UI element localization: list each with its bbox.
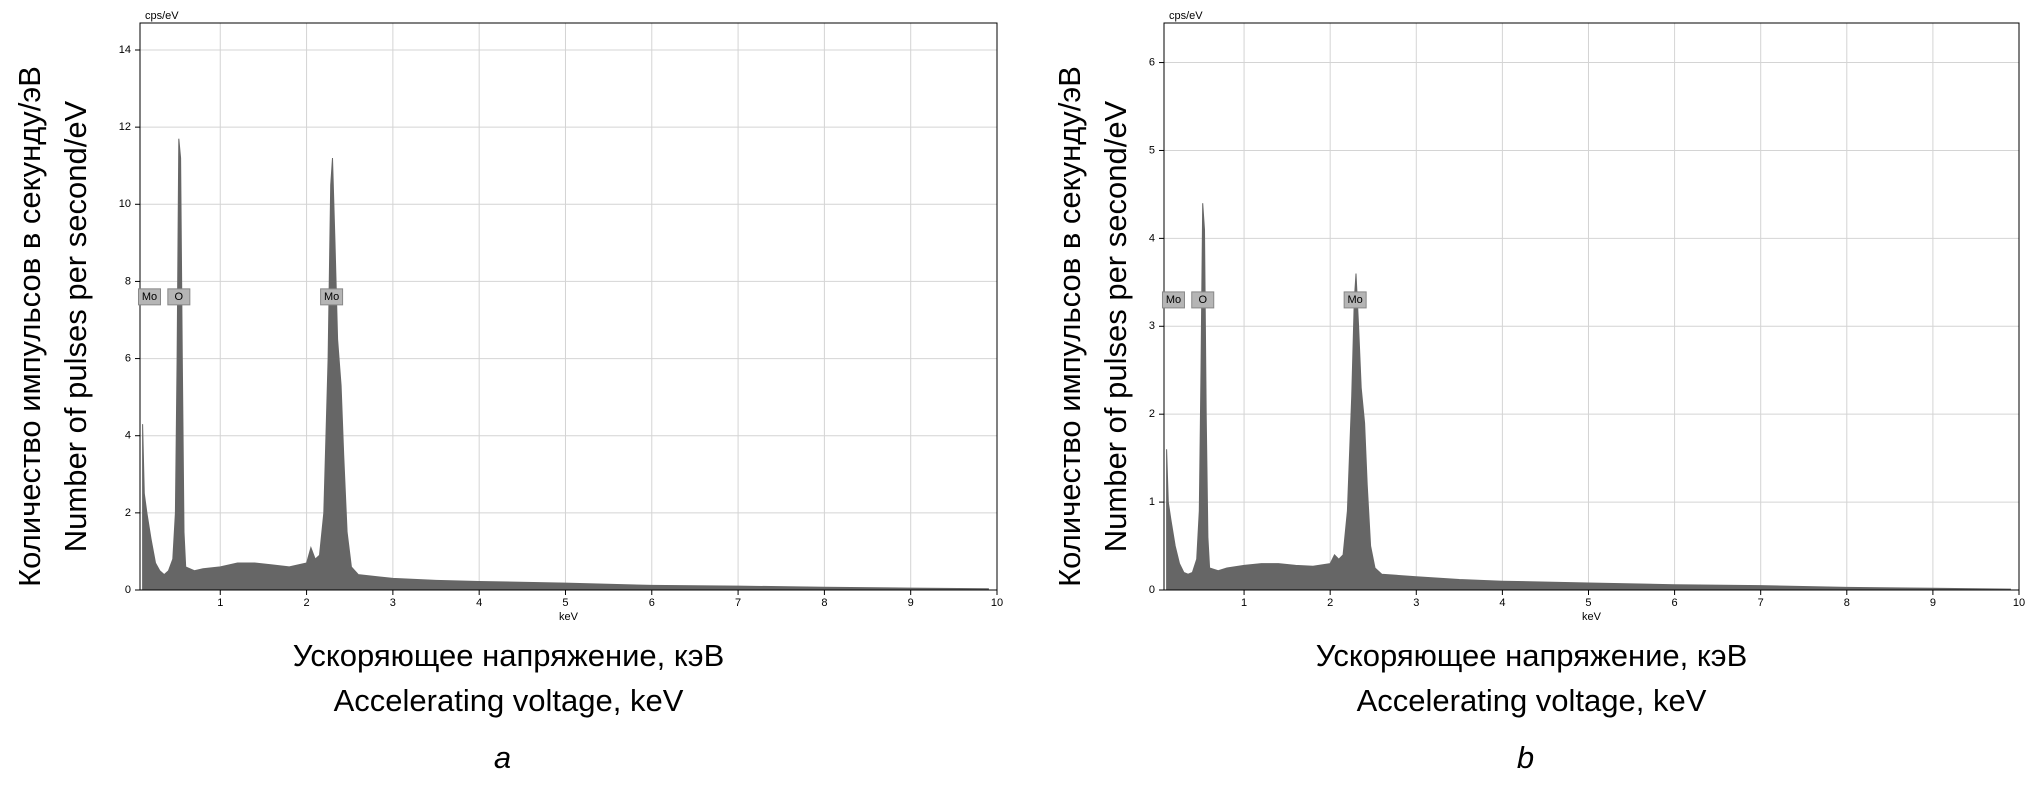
y-tick-label: 0 [125, 584, 131, 596]
x-axis-label: Ускоряющее напряжение, кэВ [293, 638, 725, 673]
x-tick-label: 9 [908, 597, 914, 609]
spectrum-area [1166, 203, 2011, 591]
x-tick-label: 7 [1758, 597, 1764, 609]
x-axis-label: Accelerating voltage, keV [1357, 683, 1707, 718]
x-tick-label: 1 [1241, 597, 1247, 609]
x-tick-label: 3 [390, 597, 396, 609]
x-tick-label: 2 [304, 597, 310, 609]
peak-label: Mo [1166, 294, 1181, 306]
plot-area [140, 23, 997, 590]
x-tick-label: 6 [649, 597, 655, 609]
x-tick-label: 9 [1930, 597, 1936, 609]
y-axis-label: Количество импульсов в секунду/эВ [12, 66, 47, 587]
x-unit: keV [559, 611, 579, 623]
x-tick-label: 10 [2013, 597, 2025, 609]
y-axis-label: Number of pulses per second/eV [1098, 100, 1133, 552]
y-tick-label: 12 [119, 121, 131, 133]
x-tick-label: 3 [1413, 597, 1419, 609]
panel-label: a [494, 740, 511, 775]
y-tick-label: 10 [119, 198, 131, 210]
y-tick-label: 2 [1149, 408, 1155, 420]
y-unit: cps/eV [145, 10, 179, 22]
x-tick-label: 10 [991, 597, 1003, 609]
peak-label: Mo [142, 291, 157, 303]
x-tick-label: 8 [1844, 597, 1850, 609]
x-tick-label: 8 [821, 597, 827, 609]
y-tick-label: 6 [1149, 56, 1155, 68]
y-tick-label: 0 [1149, 584, 1155, 596]
x-tick-label: 7 [735, 597, 741, 609]
y-tick-label: 5 [1149, 144, 1155, 156]
y-tick-label: 1 [1149, 496, 1155, 508]
x-unit: keV [1582, 611, 1602, 623]
spectrum-area [142, 138, 989, 591]
y-tick-label: 2 [125, 507, 131, 519]
peak-label: Mo [1348, 294, 1363, 306]
x-tick-label: 1 [217, 597, 223, 609]
peak-label-box [1161, 291, 1185, 309]
y-axis-label: Number of pulses per second/eV [58, 100, 93, 552]
panel-label: b [1517, 740, 1534, 775]
x-tick-label: 4 [476, 597, 482, 609]
peak-label-box [1343, 291, 1367, 309]
peak-label: Mo [324, 291, 339, 303]
y-tick-label: 4 [125, 430, 131, 442]
plot-frame [139, 22, 998, 591]
y-tick-label: 14 [119, 44, 131, 56]
x-axis-label: Ускоряющее напряжение, кэВ [1316, 638, 1748, 673]
peak-label-box [1191, 291, 1215, 309]
y-axis-label: Количество импульсов в секунду/эВ [1052, 66, 1087, 587]
x-tick-label: 5 [1585, 597, 1591, 609]
y-tick-label: 6 [125, 352, 131, 364]
x-tick-label: 4 [1499, 597, 1505, 609]
y-tick-label: 8 [125, 275, 131, 287]
y-tick-label: 3 [1149, 320, 1155, 332]
peak-label-box [167, 288, 191, 306]
y-unit: cps/eV [1169, 10, 1203, 22]
x-tick-label: 5 [562, 597, 568, 609]
peak-label: O [175, 291, 184, 303]
peak-label-box [137, 288, 161, 306]
x-axis-label: Accelerating voltage, keV [334, 683, 684, 718]
peak-label: O [1198, 294, 1207, 306]
x-tick-label: 6 [1672, 597, 1678, 609]
x-tick-label: 2 [1327, 597, 1333, 609]
y-tick-label: 4 [1149, 232, 1155, 244]
plot-area [1164, 23, 2019, 590]
peak-label-box [320, 288, 344, 306]
